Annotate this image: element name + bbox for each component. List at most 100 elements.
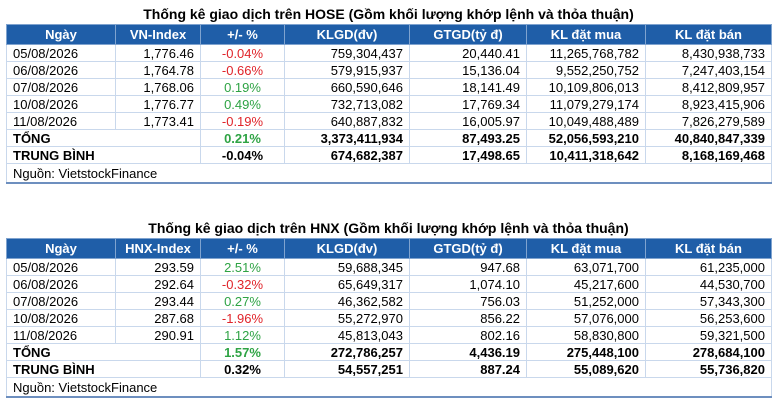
date-cell: 07/08/2026 <box>6 78 116 96</box>
gtgd-cell: 756.03 <box>409 292 527 310</box>
kl-ban-cell: 8,168,169,468 <box>645 146 772 164</box>
hose-header-row: Ngày VN-Index +/- % KLGD(đv) GTGD(tỷ đ) … <box>6 24 772 45</box>
pct-change-cell: 2.51% <box>200 258 285 276</box>
index-cell: 290.91 <box>115 326 201 344</box>
gtgd-cell: 87,493.25 <box>409 129 527 147</box>
kl-ban-cell: 7,247,403,154 <box>645 61 772 79</box>
table-row: 07/08/2026 293.44 0.27% 46,362,582 756.03 51,… <box>6 292 772 310</box>
source-row: Nguồn: VietstockFinance <box>6 377 772 398</box>
index-cell: 1,776.77 <box>115 95 201 113</box>
average-label: TRUNG BÌNH <box>6 360 201 378</box>
kl-mua-cell: 10,411,318,642 <box>526 146 646 164</box>
date-cell: 11/08/2026 <box>6 326 116 344</box>
kl-ban-cell: 7,826,279,589 <box>645 112 772 130</box>
pct-change-cell: 0.32% <box>200 360 285 378</box>
kl-mua-cell: 10,109,806,013 <box>526 78 646 96</box>
total-label: TỔNG <box>6 343 201 361</box>
source-note: Nguồn: VietstockFinance <box>6 163 772 184</box>
kl-ban-cell: 8,923,415,906 <box>645 95 772 113</box>
pct-change-cell: -0.66% <box>200 61 285 79</box>
col-header-index: HNX-Index <box>115 238 201 259</box>
pct-change-cell: -0.04% <box>200 44 285 62</box>
pct-change-cell: 0.49% <box>200 95 285 113</box>
index-cell: 1,764.78 <box>115 61 201 79</box>
hnx-title: Thống kê giao dịch trên HNX (Gồm khối lư… <box>148 220 629 236</box>
hose-table: Ngày VN-Index +/- % KLGD(đv) GTGD(tỷ đ) … <box>6 24 772 184</box>
table-row: 06/08/2026 1,764.78 -0.66% 579,915,937 15,13… <box>6 61 772 79</box>
col-header-date: Ngày <box>6 24 116 45</box>
gtgd-cell: 887.24 <box>409 360 527 378</box>
gtgd-cell: 1,074.10 <box>409 275 527 293</box>
total-row: TỔNG 1.57% 272,786,257 4,436.19 275,448,100 2… <box>6 343 772 361</box>
kl-mua-cell: 11,079,279,174 <box>526 95 646 113</box>
kl-ban-cell: 8,430,938,733 <box>645 44 772 62</box>
gtgd-cell: 856.22 <box>409 309 527 327</box>
klgd-cell: 46,362,582 <box>284 292 410 310</box>
klgd-cell: 660,590,646 <box>284 78 410 96</box>
kl-ban-cell: 40,840,847,339 <box>645 129 772 147</box>
total-label: TỔNG <box>6 129 201 147</box>
col-header-kl-mua: KL đặt mua <box>526 24 646 45</box>
average-label: TRUNG BÌNH <box>6 146 201 164</box>
kl-mua-cell: 63,071,700 <box>526 258 646 276</box>
gtgd-cell: 16,005.97 <box>409 112 527 130</box>
col-header-pct: +/- % <box>200 24 285 45</box>
col-header-index: VN-Index <box>115 24 201 45</box>
col-header-kl-ban: KL đặt bán <box>645 238 772 259</box>
total-row: TỔNG 0.21% 3,373,411,934 87,493.25 52,056,59… <box>6 129 772 147</box>
kl-mua-cell: 52,056,593,210 <box>526 129 646 147</box>
pct-change-cell: -0.32% <box>200 275 285 293</box>
klgd-cell: 640,887,832 <box>284 112 410 130</box>
kl-ban-cell: 57,343,300 <box>645 292 772 310</box>
hnx-section: Thống kê giao dịch trên HNX (Gồm khối lư… <box>6 218 772 398</box>
gtgd-cell: 18,141.49 <box>409 78 527 96</box>
index-cell: 292.64 <box>115 275 201 293</box>
hnx-header-row: Ngày HNX-Index +/- % KLGD(đv) GTGD(tỷ đ)… <box>6 238 772 259</box>
kl-ban-cell: 44,530,700 <box>645 275 772 293</box>
kl-mua-cell: 9,552,250,752 <box>526 61 646 79</box>
gtgd-cell: 4,436.19 <box>409 343 527 361</box>
kl-ban-cell: 278,684,100 <box>645 343 772 361</box>
kl-mua-cell: 51,252,000 <box>526 292 646 310</box>
pct-change-cell: -0.04% <box>200 146 285 164</box>
pct-change-cell: 1.57% <box>200 343 285 361</box>
index-cell: 1,776.46 <box>115 44 201 62</box>
kl-ban-cell: 59,321,500 <box>645 326 772 344</box>
date-cell: 06/08/2026 <box>6 275 116 293</box>
col-header-kl-ban: KL đặt bán <box>645 24 772 45</box>
klgd-cell: 55,272,970 <box>284 309 410 327</box>
klgd-cell: 59,688,345 <box>284 258 410 276</box>
klgd-cell: 54,557,251 <box>284 360 410 378</box>
pct-change-cell: -0.19% <box>200 112 285 130</box>
kl-mua-cell: 58,830,800 <box>526 326 646 344</box>
table-row: 05/08/2026 1,776.46 -0.04% 759,304,437 20,44… <box>6 44 772 62</box>
average-row: TRUNG BÌNH -0.04% 674,682,387 17,498.65 10,4… <box>6 146 772 164</box>
gtgd-cell: 947.68 <box>409 258 527 276</box>
pct-change-cell: -1.96% <box>200 309 285 327</box>
index-cell: 1,768.06 <box>115 78 201 96</box>
table-row: 05/08/2026 293.59 2.51% 59,688,345 947.68 63,… <box>6 258 772 276</box>
col-header-klgd: KLGD(đv) <box>284 24 410 45</box>
index-cell: 287.68 <box>115 309 201 327</box>
klgd-cell: 65,649,317 <box>284 275 410 293</box>
hose-title: Thống kê giao dịch trên HOSE (Gồm khối l… <box>143 6 634 22</box>
date-cell: 10/08/2026 <box>6 95 116 113</box>
klgd-cell: 579,915,937 <box>284 61 410 79</box>
gtgd-cell: 17,498.65 <box>409 146 527 164</box>
gtgd-cell: 20,440.41 <box>409 44 527 62</box>
date-cell: 11/08/2026 <box>6 112 116 130</box>
gtgd-cell: 17,769.34 <box>409 95 527 113</box>
index-cell: 293.44 <box>115 292 201 310</box>
table-row: 11/08/2026 290.91 1.12% 45,813,043 802.16 58,… <box>6 326 772 344</box>
kl-mua-cell: 275,448,100 <box>526 343 646 361</box>
kl-ban-cell: 55,736,820 <box>645 360 772 378</box>
col-header-klgd: KLGD(đv) <box>284 238 410 259</box>
source-row: Nguồn: VietstockFinance <box>6 163 772 184</box>
kl-mua-cell: 55,089,620 <box>526 360 646 378</box>
col-header-gtgd: GTGD(tỷ đ) <box>409 238 527 259</box>
pct-change-cell: 0.21% <box>200 129 285 147</box>
kl-mua-cell: 11,265,768,782 <box>526 44 646 62</box>
gtgd-cell: 802.16 <box>409 326 527 344</box>
kl-mua-cell: 45,217,600 <box>526 275 646 293</box>
klgd-cell: 3,373,411,934 <box>284 129 410 147</box>
